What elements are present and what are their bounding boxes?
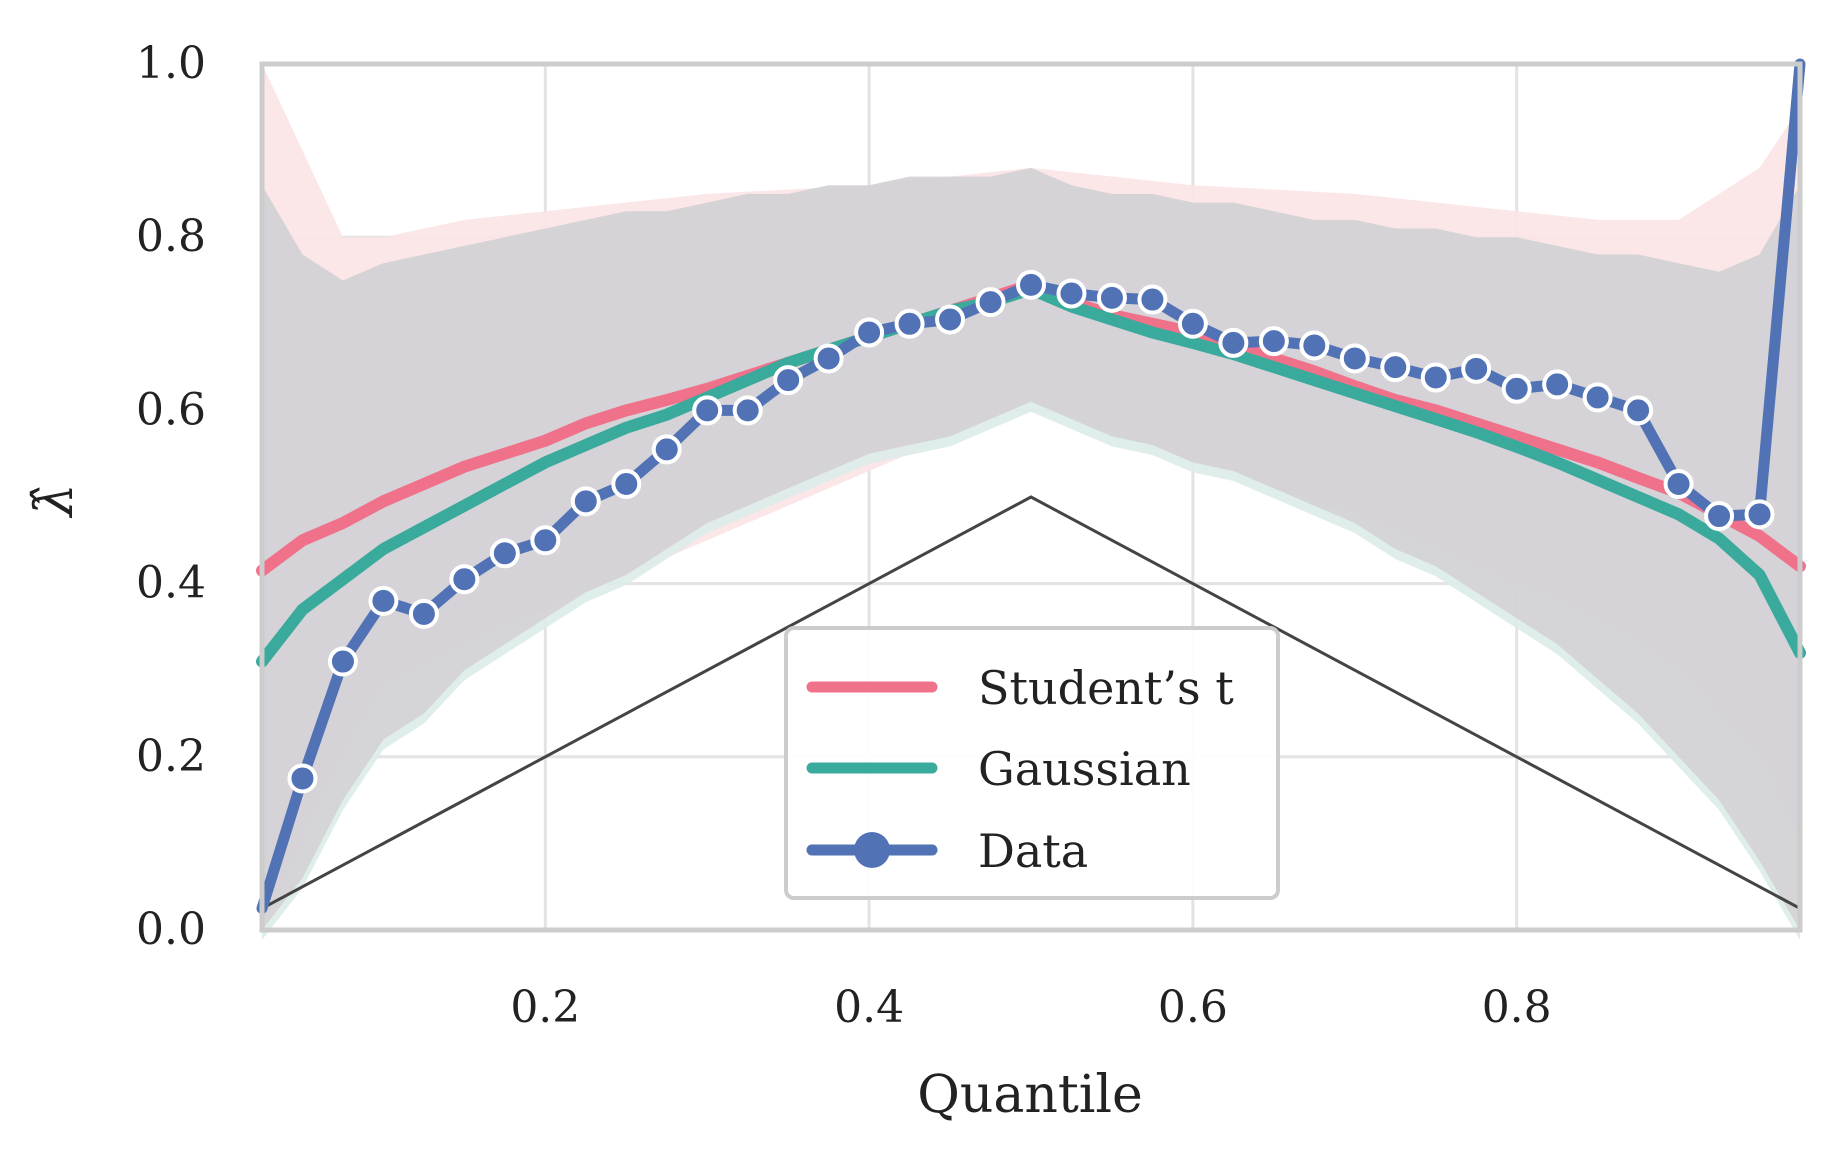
y-tick-label-1: 0.2 xyxy=(136,731,206,782)
y-tick-label-5: 1.0 xyxy=(136,38,206,89)
data-point-16 xyxy=(935,304,966,335)
y-tick-label-4: 0.8 xyxy=(136,211,206,262)
plot-frame xyxy=(259,61,1803,933)
legend-box xyxy=(784,626,1280,900)
data-point-2 xyxy=(368,585,399,616)
data-point-12 xyxy=(773,365,804,396)
legend-label-student: Student’s t xyxy=(978,661,1234,715)
x-tick-label-3: 0.8 xyxy=(1482,982,1552,1033)
y-tick-label-2: 0.4 xyxy=(136,558,206,609)
data-point-26 xyxy=(1339,343,1370,374)
y-axis-title: λ̂ xyxy=(25,484,85,519)
data-point-9 xyxy=(651,434,682,465)
x-tick-label-1: 0.4 xyxy=(834,982,904,1033)
data-point-27 xyxy=(1380,352,1411,383)
data-point-34 xyxy=(1663,469,1694,500)
data-point-8 xyxy=(611,469,642,500)
plot-border xyxy=(259,61,1803,933)
data-point-28 xyxy=(1420,362,1451,393)
data-point-6 xyxy=(530,525,561,556)
data-point-25 xyxy=(1299,330,1330,361)
legend-label-gaussian: Gaussian xyxy=(978,742,1191,796)
axis-titles: Quantile λ̂ xyxy=(25,484,1143,1125)
data-point-1 xyxy=(327,646,358,677)
data-point-15 xyxy=(894,308,925,339)
data-point-18 xyxy=(1016,269,1046,300)
data-point-24 xyxy=(1258,326,1289,357)
x-axis-title: Quantile xyxy=(917,1065,1143,1125)
data-point-5 xyxy=(489,538,520,569)
y-tick-label-0: 0.0 xyxy=(136,904,206,955)
data-point-31 xyxy=(1542,369,1573,400)
y-tick-label-3: 0.6 xyxy=(136,384,206,435)
x-tick-label-0: 0.2 xyxy=(510,982,580,1033)
data-point-20 xyxy=(1096,282,1127,313)
data-point-17 xyxy=(975,287,1006,318)
data-point-10 xyxy=(692,395,723,426)
data-point-19 xyxy=(1056,278,1087,309)
data-point-21 xyxy=(1137,284,1168,315)
data-point-35 xyxy=(1704,501,1735,532)
legend-label-data: Data xyxy=(978,824,1088,878)
data-point-14 xyxy=(854,317,885,348)
data-point-30 xyxy=(1501,373,1532,404)
data-point-23 xyxy=(1218,327,1249,358)
data-point-11 xyxy=(732,395,763,426)
data-point-32 xyxy=(1582,382,1613,413)
data-point-4 xyxy=(449,564,480,595)
data-point-36 xyxy=(1744,499,1775,530)
x-tick-label-2: 0.6 xyxy=(1158,982,1228,1033)
tick-labels: 0.2 0.4 0.6 0.8 0.0 0.2 0.4 0.6 0.8 1.0 xyxy=(136,38,1552,1033)
data-markers xyxy=(287,269,1775,794)
data-point-29 xyxy=(1461,353,1492,384)
data-point-13 xyxy=(813,343,844,374)
legend-marker-data xyxy=(854,832,890,868)
data-point-22 xyxy=(1177,308,1208,339)
data-point-7 xyxy=(570,486,601,517)
data-point-3 xyxy=(408,598,439,629)
data-point-0 xyxy=(287,763,318,794)
overlap-band xyxy=(262,167,1800,930)
legend: Student’s t Gaussian Data xyxy=(784,626,1280,900)
reference-line xyxy=(261,495,1801,910)
data-point-33 xyxy=(1623,395,1654,426)
